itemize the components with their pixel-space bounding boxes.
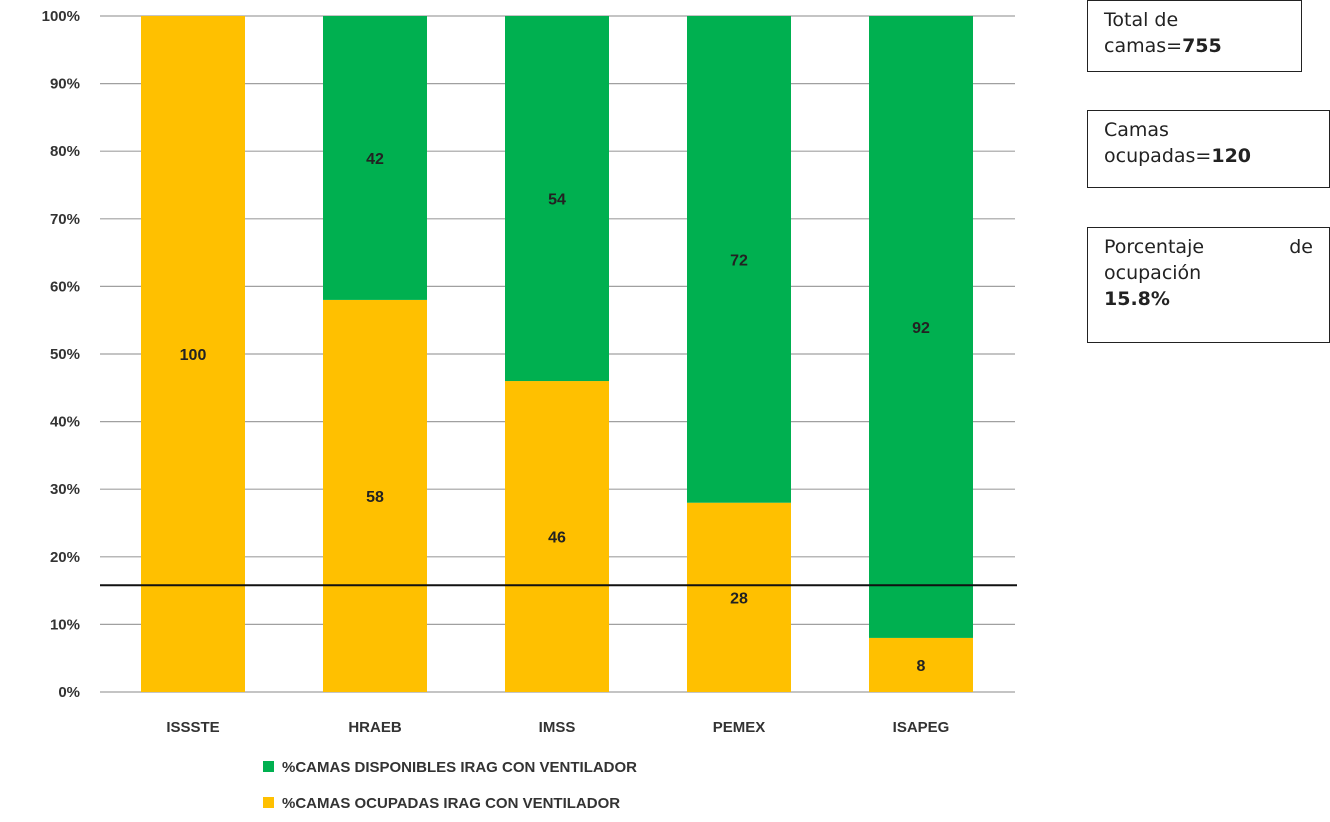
data-label: 8 xyxy=(917,658,926,675)
bars xyxy=(141,16,973,692)
bar-segment xyxy=(687,16,791,503)
x-category-label: ISSSTE xyxy=(166,719,219,736)
x-category-label: ISAPEG xyxy=(893,719,950,736)
y-tick-label: 40% xyxy=(50,414,80,431)
total-beds-value: 755 xyxy=(1182,35,1222,57)
x-category-label: PEMEX xyxy=(713,719,766,736)
legend-swatch xyxy=(263,761,274,772)
data-label: 100 xyxy=(180,347,207,364)
data-label: 58 xyxy=(366,489,384,506)
legend: %CAMAS DISPONIBLES IRAG CON VENTILADOR %C… xyxy=(263,759,637,812)
data-label: 54 xyxy=(548,192,566,209)
x-axis-categories: ISSSTE HRAEB IMSS PEMEX ISAPEG xyxy=(166,719,949,736)
y-tick-label: 90% xyxy=(50,76,80,93)
occupied-beds-box: Camas ocupadas=120 xyxy=(1087,110,1330,188)
bar-segment xyxy=(323,299,427,692)
y-tick-label: 60% xyxy=(50,278,80,295)
occupancy-label-word-2: de xyxy=(1289,236,1313,258)
bar-segment xyxy=(869,16,973,638)
occupied-beds-label-2: ocupadas= xyxy=(1104,145,1212,167)
y-axis-ticks: 0% 10% 20% 30% 40% 50% 60% 70% 80% 90% 100% xyxy=(42,8,80,701)
x-category-label: HRAEB xyxy=(348,719,402,736)
bar-segment xyxy=(141,16,245,692)
data-label: 92 xyxy=(912,320,930,337)
data-labels: 100 58 42 46 54 28 72 8 92 xyxy=(180,151,930,675)
y-tick-label: 30% xyxy=(50,481,80,498)
total-beds-label: Total de xyxy=(1104,9,1179,31)
y-tick-label: 0% xyxy=(58,684,80,701)
bar-segment xyxy=(869,637,973,692)
bar-segment xyxy=(505,16,609,382)
bar-segment xyxy=(505,381,609,692)
occupancy-label-word-1: Porcentaje xyxy=(1104,236,1205,258)
occupied-beds-value: 120 xyxy=(1211,145,1252,167)
data-label: 72 xyxy=(730,252,748,269)
bar-segment xyxy=(687,502,791,692)
y-tick-label: 100% xyxy=(42,8,80,25)
stacked-bar-chart: 0% 10% 20% 30% 40% 50% 60% 70% 80% 90% 100% 100 58 4… xyxy=(42,8,1017,812)
occupancy-label-2: ocupación xyxy=(1104,262,1202,284)
y-tick-label: 80% xyxy=(50,143,80,160)
y-tick-label: 20% xyxy=(50,549,80,566)
bar-segment xyxy=(323,16,427,300)
occupied-beds-label: Camas xyxy=(1104,119,1169,141)
y-tick-label: 50% xyxy=(50,346,80,363)
x-category-label: IMSS xyxy=(539,719,576,736)
total-beds-label-2: camas= xyxy=(1104,35,1183,57)
data-label: 46 xyxy=(548,530,566,547)
y-tick-label: 10% xyxy=(50,616,80,633)
data-label: 42 xyxy=(366,151,384,168)
occupancy-percentage-box: Porcentaje de ocupación 15.8% xyxy=(1087,227,1330,343)
data-label: 28 xyxy=(730,590,748,607)
occupancy-value: 15.8% xyxy=(1104,288,1170,310)
legend-entry: %CAMAS OCUPADAS IRAG CON VENTILADOR xyxy=(282,795,620,812)
y-tick-label: 70% xyxy=(50,211,80,228)
legend-entry: %CAMAS DISPONIBLES IRAG CON VENTILADOR xyxy=(282,759,637,776)
legend-swatch xyxy=(263,797,274,808)
total-beds-box: Total de camas=755 xyxy=(1087,0,1302,72)
